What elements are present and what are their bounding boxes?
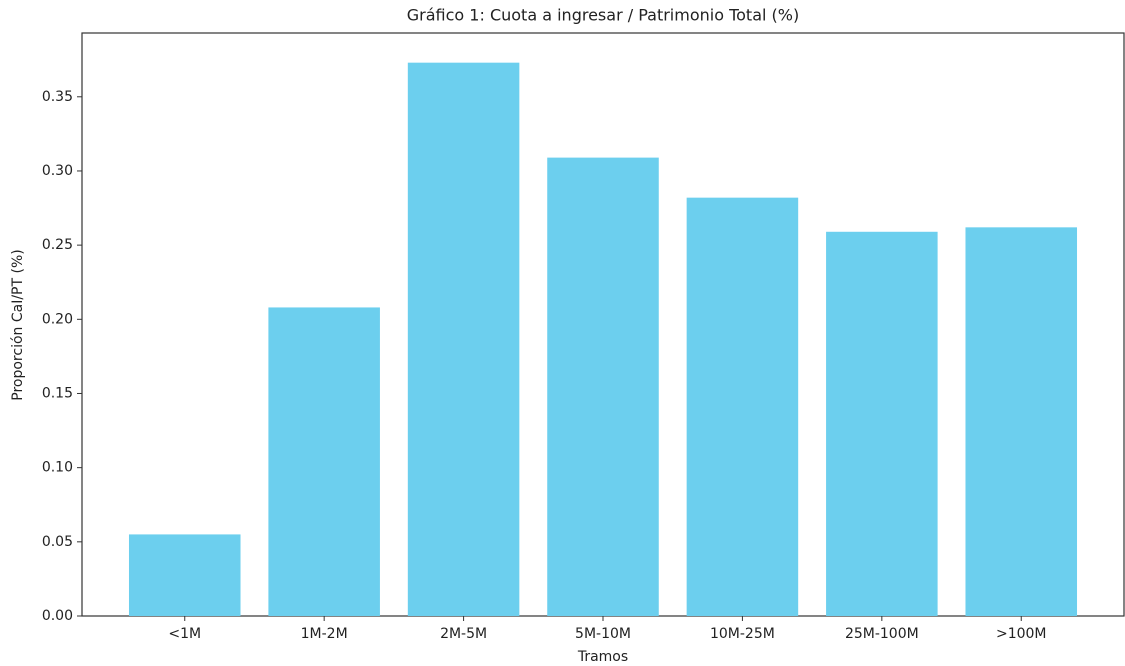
bar	[547, 157, 659, 616]
x-tick-label: >100M	[996, 626, 1047, 642]
bar	[965, 227, 1078, 617]
x-axis-label: Tramos	[577, 649, 628, 665]
y-tick-label: 0.20	[42, 311, 73, 327]
y-tick-label: 0.05	[42, 534, 73, 550]
x-tick-label: 2M-5M	[440, 626, 487, 642]
x-tick-label: 10M-25M	[710, 626, 775, 642]
y-tick-label: 0.25	[42, 237, 73, 253]
bar	[407, 62, 520, 617]
y-tick-label: 0.35	[42, 89, 73, 105]
y-tick-label: 0.15	[42, 385, 73, 401]
y-tick-label: 0.10	[42, 460, 73, 476]
bar	[686, 197, 799, 616]
x-tick-label: <1M	[168, 626, 201, 642]
y-tick-label: 0.00	[42, 608, 73, 624]
x-tick-label: 1M-2M	[301, 626, 348, 642]
x-tick-label: 5M-10M	[575, 626, 631, 642]
x-tick-label: 25M-100M	[845, 626, 919, 642]
bar	[128, 534, 241, 616]
y-tick-label: 0.30	[42, 163, 73, 179]
bar	[268, 307, 380, 616]
bar	[826, 231, 938, 616]
chart-title: Gráfico 1: Cuota a ingresar / Patrimonio…	[407, 6, 799, 25]
y-axis-label: Proporción CaI/PT (%)	[10, 249, 26, 400]
